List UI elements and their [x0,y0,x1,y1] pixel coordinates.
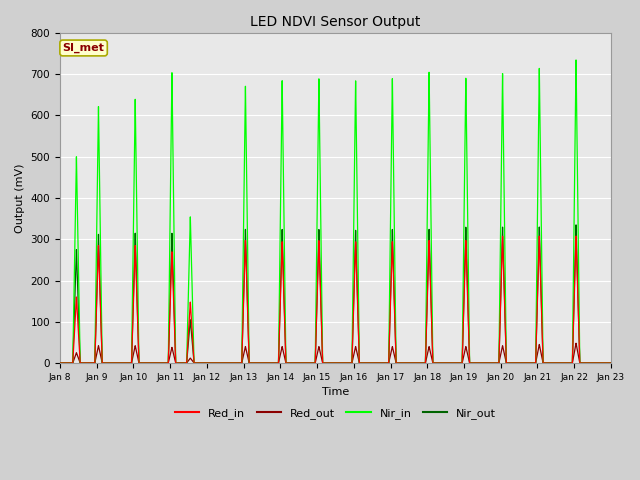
Title: LED NDVI Sensor Output: LED NDVI Sensor Output [250,15,420,29]
X-axis label: Time: Time [322,387,349,397]
Y-axis label: Output (mV): Output (mV) [15,163,25,233]
Legend: Red_in, Red_out, Nir_in, Nir_out: Red_in, Red_out, Nir_in, Nir_out [170,404,500,423]
Text: SI_met: SI_met [63,43,104,53]
